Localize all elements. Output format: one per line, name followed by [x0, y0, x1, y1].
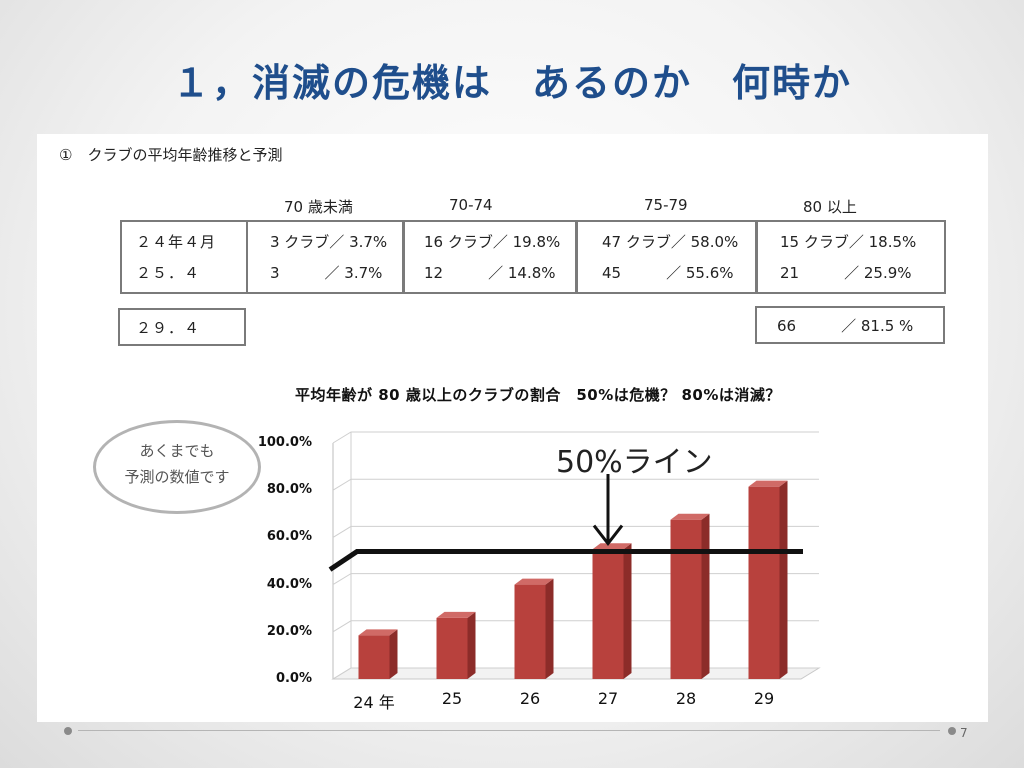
gridline — [332, 667, 819, 680]
y-tick-label: 80.0% — [266, 482, 312, 498]
column-header-under-70: 70 歳未満 — [284, 198, 353, 216]
bar-chart — [328, 431, 821, 680]
y-tick-label: 60.0% — [266, 529, 312, 545]
gridline — [332, 620, 819, 633]
note-line-2: 予測の数値です — [124, 468, 230, 486]
gridline — [332, 573, 819, 586]
gridline — [332, 525, 819, 538]
gridline — [332, 431, 819, 444]
bar — [514, 578, 554, 679]
table-cell: 12 ／ 14.8% — [424, 264, 556, 282]
nav-dot-left — [64, 727, 72, 735]
forecast-value: 66 ／ 81.5 % — [777, 317, 914, 335]
x-tick-label: 29 — [753, 689, 775, 708]
x-tick-label: 25 — [441, 689, 463, 708]
table-cell: 16 クラブ／ 19.8% — [424, 233, 561, 251]
footer-divider — [78, 730, 940, 731]
x-tick-label: 27 — [597, 689, 619, 708]
y-tick-label: 100.0% — [257, 435, 312, 450]
table-cell: 21 ／ 25.9% — [780, 264, 912, 282]
column-header-80-plus: 80 以上 — [803, 198, 857, 216]
forecast-value-box: 66 ／ 81.5 % — [755, 306, 945, 344]
section-subtitle: ① クラブの平均年齢推移と予測 — [59, 146, 283, 164]
table-cell: 45 ／ 55.6% — [602, 264, 734, 282]
bar — [436, 611, 476, 679]
page-number: 7 — [960, 726, 968, 740]
stats-table: ２４年４月 3 クラブ／ 3.7% 16 クラブ／ 19.8% 47 クラブ／ … — [120, 220, 946, 294]
reference-arrow-head — [592, 524, 624, 547]
forecast-label-box: ２９．４ — [118, 308, 246, 346]
bar — [670, 513, 710, 679]
slide-title: １，消滅の危機は あるのか 何時か — [171, 61, 852, 105]
table-cell: 3 クラブ／ 3.7% — [270, 233, 388, 251]
y-tick-label: 20.0% — [266, 623, 312, 639]
y-tick-label: 0.0% — [275, 671, 312, 686]
reference-line-label: 50%ライン — [556, 445, 713, 480]
bar — [592, 543, 632, 679]
column-header-75-79: 75-79 — [644, 196, 688, 214]
bar — [748, 480, 788, 679]
chart-title: 平均年齢が 80 歳以上のクラブの割合 50%は危機？ 80%は消滅？ — [295, 386, 781, 404]
y-tick-label: 40.0% — [266, 576, 312, 592]
row-label-h24: ２４年４月 — [136, 233, 217, 251]
column-header-70-74: 70-74 — [449, 196, 493, 214]
gridline — [332, 478, 819, 491]
note-oval: あくまでも 予測の数値です — [93, 420, 261, 514]
content-panel: ① クラブの平均年齢推移と予測 70 歳未満 70-74 75-79 80 以上… — [37, 134, 988, 722]
bar — [358, 629, 398, 679]
nav-dot-right — [948, 727, 956, 735]
table-cell: 47 クラブ／ 58.0% — [602, 233, 739, 251]
forecast-label: ２９．４ — [136, 319, 201, 337]
row-label-h25: ２５．４ — [136, 264, 201, 282]
x-tick-label: 28 — [675, 689, 697, 708]
table-cell: 15 クラブ／ 18.5% — [780, 233, 917, 251]
x-tick-label: 26 — [519, 689, 541, 708]
chart-floor — [331, 667, 821, 680]
reference-line — [328, 549, 803, 572]
note-line-1: あくまでも — [139, 442, 215, 460]
x-tick-label: 24 年 — [353, 693, 395, 712]
table-cell: 3 ／ 3.7% — [270, 264, 383, 282]
